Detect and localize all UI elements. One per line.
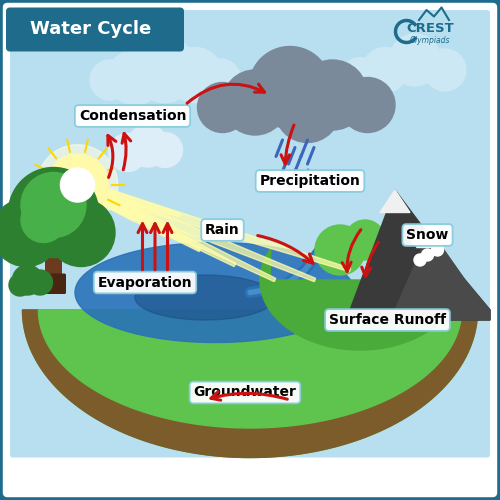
Text: Olympiads: Olympiads — [410, 36, 450, 45]
Circle shape — [90, 60, 130, 100]
Circle shape — [432, 244, 444, 256]
Circle shape — [222, 70, 288, 135]
Circle shape — [340, 78, 395, 132]
Polygon shape — [350, 190, 490, 320]
Circle shape — [8, 168, 98, 258]
Circle shape — [126, 125, 168, 167]
Text: Condensation: Condensation — [79, 109, 186, 123]
Circle shape — [148, 132, 182, 168]
Circle shape — [389, 34, 441, 86]
Circle shape — [60, 168, 94, 202]
Circle shape — [12, 265, 42, 295]
FancyBboxPatch shape — [6, 8, 184, 52]
FancyBboxPatch shape — [10, 10, 490, 458]
Polygon shape — [76, 180, 350, 272]
Circle shape — [21, 198, 66, 242]
Text: Groundwater: Groundwater — [194, 386, 296, 400]
Circle shape — [424, 49, 466, 91]
Polygon shape — [75, 180, 236, 266]
Circle shape — [199, 59, 241, 101]
Polygon shape — [395, 230, 490, 320]
Circle shape — [414, 254, 426, 266]
Polygon shape — [260, 248, 459, 350]
Circle shape — [249, 46, 331, 128]
Polygon shape — [74, 180, 201, 252]
Text: Water Cycle: Water Cycle — [30, 20, 152, 38]
Circle shape — [37, 144, 118, 226]
Circle shape — [46, 154, 108, 216]
Circle shape — [21, 172, 86, 238]
Circle shape — [342, 58, 378, 92]
Text: Surface Runoff: Surface Runoff — [329, 313, 446, 327]
Text: Precipitation: Precipitation — [260, 174, 360, 188]
Polygon shape — [74, 180, 166, 236]
Text: CREST: CREST — [406, 22, 454, 35]
Circle shape — [9, 274, 31, 296]
Text: Evaporation: Evaporation — [98, 276, 192, 289]
Circle shape — [132, 38, 198, 102]
Circle shape — [28, 270, 52, 295]
Polygon shape — [416, 230, 444, 248]
Circle shape — [315, 225, 365, 275]
Polygon shape — [38, 310, 462, 428]
Polygon shape — [75, 242, 355, 342]
Circle shape — [345, 220, 385, 260]
Polygon shape — [75, 180, 276, 282]
Circle shape — [362, 48, 408, 92]
FancyBboxPatch shape — [45, 241, 62, 294]
Polygon shape — [22, 310, 477, 458]
Circle shape — [168, 48, 222, 102]
Circle shape — [0, 198, 60, 266]
Text: Snow: Snow — [406, 228, 449, 242]
FancyBboxPatch shape — [41, 274, 66, 294]
Polygon shape — [76, 180, 316, 282]
Polygon shape — [76, 179, 180, 216]
Text: Rain: Rain — [205, 223, 240, 237]
Circle shape — [108, 50, 162, 105]
Circle shape — [298, 60, 368, 130]
Circle shape — [412, 234, 424, 246]
Circle shape — [422, 249, 434, 261]
Polygon shape — [22, 310, 477, 458]
Circle shape — [47, 198, 115, 266]
Polygon shape — [380, 190, 410, 212]
Polygon shape — [74, 180, 136, 222]
Circle shape — [275, 78, 340, 142]
Circle shape — [108, 134, 146, 172]
Circle shape — [198, 82, 248, 132]
Polygon shape — [135, 275, 275, 320]
